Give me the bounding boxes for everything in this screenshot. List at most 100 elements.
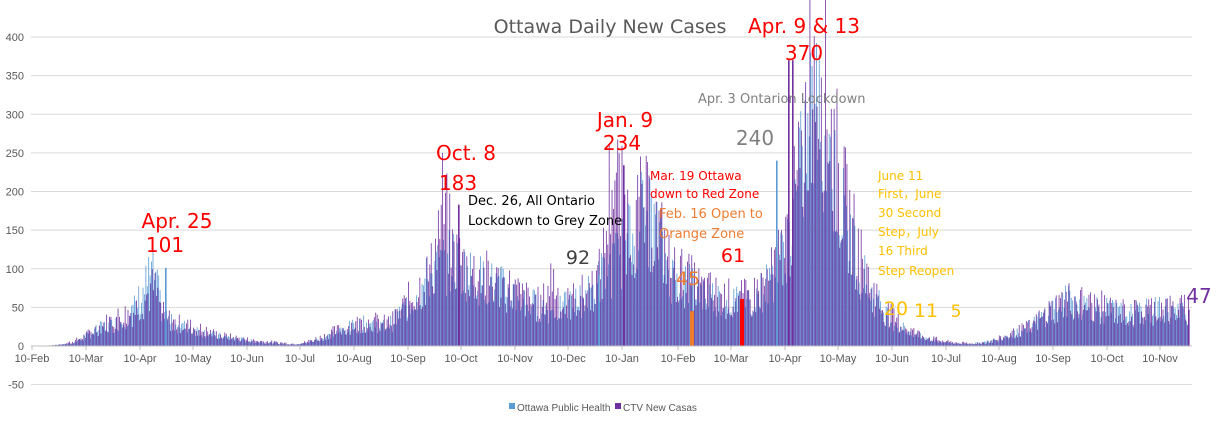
bar-ctv-new-cases — [484, 295, 486, 346]
bar-ctv-new-cases — [1154, 301, 1155, 346]
bar-ottawa-public-health — [571, 295, 572, 346]
bar-ctv-new-cases — [1149, 304, 1151, 346]
bar-ottawa-public-health — [636, 268, 638, 346]
bar-ottawa-public-health — [751, 315, 753, 346]
bar-ottawa-public-health — [1137, 306, 1139, 346]
annotation-label: 370 — [785, 41, 823, 65]
bar-ctv-new-cases — [403, 295, 405, 346]
bar-ottawa-public-health — [310, 340, 312, 346]
bar-ctv-new-cases — [345, 334, 347, 346]
bar-ctv-new-cases — [137, 314, 139, 346]
bar-ottawa-public-health — [481, 285, 483, 346]
bar-ctv-new-cases — [1043, 312, 1044, 346]
bar-ctv-new-cases — [816, 106, 818, 346]
bar-ctv-new-cases — [523, 290, 525, 346]
bar-ottawa-public-health — [894, 325, 896, 346]
bar-ottawa-public-health — [525, 304, 527, 346]
bar-ctv-new-cases — [584, 305, 586, 346]
bar-ottawa-public-health — [585, 290, 587, 346]
bar-ottawa-public-health — [125, 329, 127, 346]
bar-ottawa-public-health — [712, 283, 713, 346]
y-tick-label: 200 — [6, 187, 24, 199]
bar-ottawa-public-health — [777, 282, 779, 346]
bar-ottawa-public-health — [1018, 333, 1019, 346]
bar-ctv-new-cases — [305, 342, 307, 346]
bar-ottawa-public-health — [460, 265, 461, 346]
bar-ottawa-public-health — [1025, 328, 1027, 346]
bar-ctv-new-cases — [986, 343, 987, 346]
bar-ottawa-public-health — [401, 304, 403, 346]
bar-ctv-new-cases — [675, 302, 677, 346]
bar-ottawa-public-health — [507, 297, 508, 346]
bar-ottawa-public-health — [673, 261, 675, 346]
bar-ctv-new-cases — [531, 303, 533, 346]
bar-ottawa-public-health — [629, 205, 631, 346]
bar-ottawa-public-health — [801, 145, 803, 346]
bar-ctv-new-cases — [652, 266, 654, 346]
bar-ctv-new-cases — [624, 194, 626, 346]
bar-ctv-new-cases — [1027, 322, 1029, 346]
bar-ottawa-public-health — [814, 103, 816, 346]
bar-ctv-new-cases — [446, 173, 448, 346]
bar-ottawa-public-health — [657, 259, 659, 346]
bar-ottawa-public-health — [89, 338, 91, 346]
bar-ottawa-public-health — [922, 336, 924, 346]
bar-ottawa-public-health — [750, 314, 752, 346]
bar-ctv-new-cases — [269, 342, 271, 346]
bar-ottawa-public-health — [756, 288, 758, 346]
bar-ottawa-public-health — [773, 302, 775, 346]
bar-ottawa-public-health — [388, 328, 390, 346]
bar-ottawa-public-health — [825, 190, 827, 346]
bar-ctv-new-cases — [691, 255, 693, 346]
bar-ctv-new-cases — [964, 342, 966, 346]
bar-ctv-new-cases — [931, 341, 933, 346]
bar-ottawa-public-health — [366, 322, 367, 346]
bar-ctv-new-cases — [826, 129, 828, 346]
bar-ottawa-public-health — [438, 257, 440, 346]
bar-ctv-new-cases — [751, 316, 752, 346]
bar-ctv-new-cases — [1162, 309, 1164, 346]
bar-ottawa-public-health — [413, 310, 414, 346]
bar-ctv-new-cases — [190, 319, 192, 346]
bar-ottawa-public-health — [1170, 317, 1172, 346]
bar-ctv-new-cases — [968, 343, 970, 346]
bar-ottawa-public-health — [682, 296, 683, 346]
bar-ctv-new-cases — [1172, 301, 1174, 346]
bar-ottawa-public-health — [729, 313, 730, 346]
bar-ctv-new-cases — [949, 341, 950, 346]
bar-ottawa-public-health — [1157, 300, 1159, 346]
bar-ctv-new-cases — [611, 189, 613, 346]
bar-ctv-new-cases — [241, 339, 243, 346]
bar-ottawa-public-health — [1089, 307, 1091, 346]
bar-ctv-new-cases — [304, 341, 305, 346]
bar-ctv-new-cases — [846, 164, 848, 346]
bar-ottawa-public-health — [554, 317, 555, 346]
bar-ottawa-public-health — [99, 321, 101, 346]
bar-ottawa-public-health — [233, 339, 235, 346]
bar-ctv-new-cases — [238, 337, 240, 346]
bar-ottawa-public-health — [702, 309, 703, 346]
bar-ottawa-public-health — [857, 290, 859, 346]
bar-ottawa-public-health — [405, 297, 407, 346]
bar-ottawa-public-health — [759, 306, 760, 346]
bar-ctv-new-cases — [1070, 310, 1071, 346]
bar-ottawa-public-health — [411, 308, 413, 346]
bar-ottawa-public-health — [670, 303, 672, 346]
bar-ottawa-public-health — [915, 335, 917, 346]
bar-ottawa-public-health — [118, 330, 120, 346]
bar-ottawa-public-health — [833, 231, 834, 346]
bar-ottawa-public-health — [632, 233, 634, 346]
bar-ctv-new-cases — [146, 294, 147, 346]
bar-ottawa-public-health — [790, 256, 792, 346]
bar-ctv-new-cases — [1040, 317, 1041, 346]
bar-ottawa-public-health — [1021, 330, 1022, 346]
bar-ottawa-public-health — [191, 333, 192, 346]
bar-ottawa-public-health — [378, 328, 380, 346]
bar-ottawa-public-health — [404, 305, 406, 346]
x-tick-label: 10-Oct — [444, 353, 477, 365]
bar-ctv-new-cases — [638, 196, 640, 346]
bar-ottawa-public-health — [976, 342, 978, 346]
bar-ottawa-public-health — [655, 214, 656, 346]
bar-ctv-new-cases — [1158, 318, 1160, 346]
bar-ottawa-public-health — [737, 292, 739, 346]
